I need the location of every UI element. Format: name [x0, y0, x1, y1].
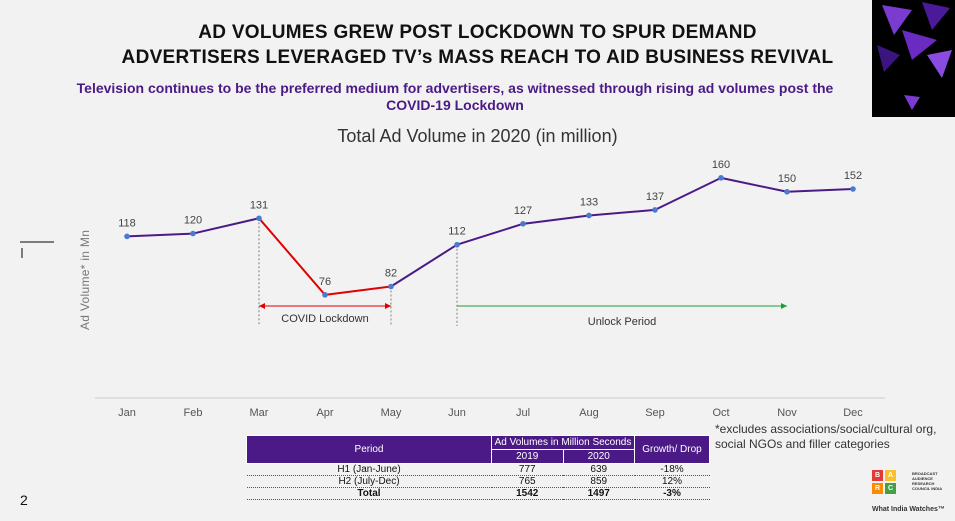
- logo-letter-r: R: [872, 483, 883, 494]
- series-line-segment: [192, 217, 260, 235]
- title-line-1: AD VOLUMES GREW POST LOCKDOWN TO SPUR DE…: [198, 22, 757, 43]
- data-label: 133: [580, 196, 598, 208]
- cell-period: H2 (July-Dec): [246, 475, 492, 488]
- data-point: [784, 188, 790, 195]
- data-label: 118: [118, 217, 136, 229]
- series-line-segment: [390, 243, 458, 288]
- cell-growth: -18%: [634, 463, 710, 476]
- data-label: 160: [712, 159, 730, 171]
- title-line-2: ADVERTISERS LEVERAGED TV’s MASS REACH TO…: [121, 47, 834, 68]
- cell-period: Total: [246, 487, 492, 500]
- data-label: 137: [646, 191, 664, 203]
- barc-logo: B A R C BROADCAST AUDIENCE RESEARCH COUN…: [872, 468, 947, 516]
- logo-letter-a: A: [885, 470, 896, 481]
- page-number: 2: [20, 492, 28, 508]
- data-label: 120: [184, 215, 202, 227]
- x-tick-label: Sep: [645, 407, 665, 419]
- data-label: 112: [448, 226, 466, 238]
- data-label: 150: [778, 173, 796, 185]
- annotation-lockdown-label: COVID Lockdown: [281, 313, 368, 325]
- series-line-segment: [324, 285, 392, 296]
- series-line-segment: [654, 176, 722, 211]
- chart-title: Total Ad Volume in 2020 (in million): [337, 126, 618, 146]
- x-tick-label: Oct: [712, 407, 729, 419]
- table-total-row: Total 1542 1497 -3%: [246, 487, 710, 500]
- data-point: [124, 233, 130, 240]
- data-label: 82: [385, 268, 397, 280]
- col-header-period: Period: [246, 435, 492, 464]
- data-point: [322, 292, 328, 298]
- x-tick-label: Dec: [843, 407, 863, 419]
- logo-letter-c: C: [885, 483, 896, 494]
- cell-2019: 765: [491, 475, 563, 488]
- data-label: 127: [514, 205, 532, 217]
- series-line-segment: [456, 222, 524, 246]
- x-tick-label: Nov: [777, 407, 797, 419]
- col-header-growth: Growth/ Drop: [634, 435, 710, 464]
- x-tick-label: May: [381, 407, 402, 419]
- lockdown-arrow-head: [259, 303, 265, 309]
- col-header-volumes: Ad Volumes in Million Seconds: [491, 435, 635, 450]
- data-point: [388, 283, 394, 290]
- data-label: 76: [319, 276, 331, 288]
- data-point: [256, 215, 262, 222]
- table-row: H1 (Jan-June) 777 639 -18%: [246, 463, 710, 476]
- x-tick-label: Jul: [516, 407, 530, 419]
- data-point: [850, 186, 856, 192]
- table-row: H2 (July-Dec) 765 859 12%: [246, 475, 710, 488]
- series-line-segment: [588, 208, 656, 217]
- data-point: [520, 221, 526, 227]
- series-line-segment: [786, 188, 854, 193]
- series-line-segment: [258, 217, 326, 296]
- data-point: [454, 241, 460, 248]
- data-label: 152: [844, 170, 862, 182]
- logo-tagline: What India Watches™: [872, 506, 945, 513]
- footnote: *excludes associations/social/cultural o…: [715, 422, 937, 451]
- data-label: 131: [250, 199, 268, 211]
- x-tick-label: Jan: [118, 407, 136, 419]
- logo-name: BROADCAST AUDIENCE RESEARCH COUNCIL INDI…: [912, 471, 943, 491]
- x-tick-label: Aug: [579, 407, 599, 419]
- data-point: [652, 207, 658, 213]
- series-line-segment: [720, 176, 788, 193]
- x-tick-label: Apr: [316, 407, 333, 419]
- subtitle: Television continues to be the preferred…: [76, 80, 834, 113]
- unlock-arrow-head: [781, 303, 787, 309]
- data-point: [718, 175, 724, 181]
- cell-2020: 859: [563, 475, 635, 488]
- series-line-segment: [522, 214, 590, 225]
- x-tick-label: Jun: [448, 407, 466, 419]
- cell-2020: 639: [563, 463, 635, 476]
- menu-lines-icon: [20, 240, 56, 265]
- x-tick-label: Feb: [184, 407, 203, 419]
- cell-2019: 1542: [491, 487, 563, 500]
- cell-2020: 1497: [563, 487, 635, 500]
- x-tick-label: Mar: [250, 407, 269, 419]
- cell-period: H1 (Jan-June): [246, 463, 492, 476]
- line-chart: Jan Feb Mar Apr May Jun Jul Aug Sep Oct Nov Dec 118 1…: [95, 159, 885, 419]
- col-header-2020: 2020: [562, 449, 635, 464]
- logo-letter-b: B: [872, 470, 883, 481]
- data-point: [586, 212, 592, 219]
- decorative-triangles-graphic: [872, 0, 955, 117]
- lockdown-arrow-head: [385, 303, 391, 309]
- annotation-unlock-label: Unlock Period: [588, 316, 656, 328]
- col-header-2019: 2019: [491, 449, 564, 464]
- series-line-segment: [126, 232, 194, 238]
- cell-2019: 777: [491, 463, 563, 476]
- cell-growth: 12%: [634, 475, 710, 488]
- data-point: [190, 230, 196, 237]
- ad-volume-table: Period Ad Volumes in Million Seconds Gro…: [246, 435, 710, 500]
- cell-growth: -3%: [634, 487, 710, 500]
